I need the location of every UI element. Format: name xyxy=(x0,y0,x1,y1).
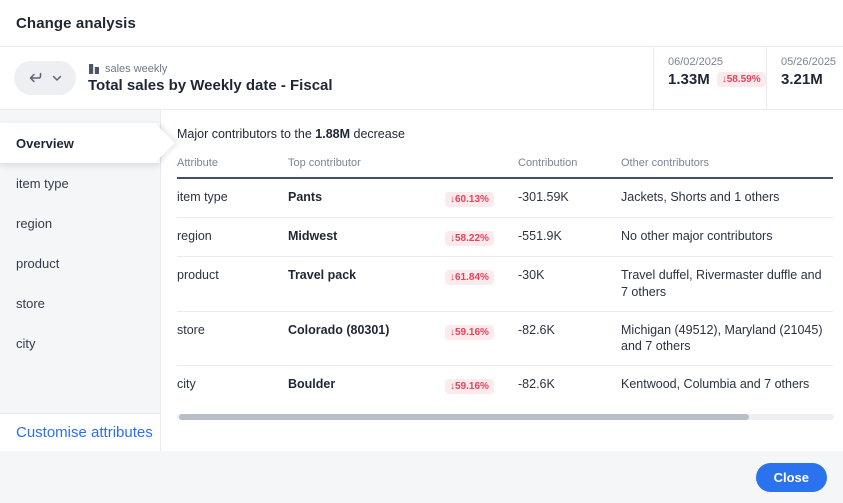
sidebar-item-city[interactable]: city xyxy=(0,323,160,363)
sidebar-nav: Overview item type region product store city xyxy=(0,110,175,413)
undo-arrow-icon[interactable] xyxy=(28,71,43,85)
metric-current-period: 06/02/2025 1.33M ↓58.59% xyxy=(653,47,766,109)
change-badge: ↓59.16% xyxy=(445,379,494,395)
col-other-contributors: Other contributors xyxy=(621,157,710,169)
summary-suffix: decrease xyxy=(350,127,405,141)
cell-change: ↓59.16% xyxy=(445,322,518,340)
sidebar-item-label: region xyxy=(16,215,53,231)
sidebar-item-overview[interactable]: Overview xyxy=(0,123,175,163)
table-row: city Boulder ↓59.16% -82.6K Kentwood, Columb… xyxy=(177,366,833,404)
cell-other-contributors: No other major contributors xyxy=(621,228,773,243)
close-button[interactable]: Close xyxy=(755,462,827,492)
cell-top-contributor: Midwest xyxy=(288,228,338,243)
summary-prefix: Major contributors to the xyxy=(177,127,316,141)
cell-contribution: -551.9K xyxy=(518,228,562,243)
summary-line: Major contributors to the 1.88M decrease xyxy=(177,127,833,141)
sidebar-footer: Customise attributes xyxy=(0,413,160,451)
sidebar-item-label: store xyxy=(16,295,45,311)
cell-top-contributor: Colorado (80301) xyxy=(288,322,390,337)
table-header: Attribute Top contributor Contribution O… xyxy=(177,157,833,179)
change-badge: ↓61.84% xyxy=(445,269,494,285)
table-row: region Midwest ↓58.22% -551.9K No other majo… xyxy=(177,218,833,257)
cell-top-contributor: Boulder xyxy=(288,377,336,392)
header-bar: sales weekly Total sales by Weekly date … xyxy=(0,47,843,110)
cell-other-contributors: Travel duffel, Rivermaster duffle and 7 … xyxy=(621,267,822,299)
col-top-contributor: Top contributor xyxy=(288,157,361,169)
source-label: sales weekly xyxy=(105,62,168,75)
cell-contribution: -82.6K xyxy=(518,322,555,337)
change-badge: ↓58.22% xyxy=(445,230,494,246)
bar-chart-icon xyxy=(88,63,100,75)
horizontal-scrollbar-thumb[interactable] xyxy=(179,414,749,421)
metric-value: 3.21M xyxy=(781,71,823,88)
cell-contribution: -82.6K xyxy=(518,377,555,392)
chevron-down-icon[interactable] xyxy=(52,75,62,82)
dialog-body: Overview item type region product store city … xyxy=(0,110,843,451)
sidebar-item-store[interactable]: store xyxy=(0,283,160,323)
dialog-footer: Close xyxy=(0,451,843,503)
cell-contribution: -301.59K xyxy=(518,190,569,204)
cell-attribute: item type xyxy=(177,190,228,204)
page-title: Change analysis xyxy=(16,14,136,32)
summary-value: 1.88M xyxy=(315,127,351,141)
sidebar-item-product[interactable]: product xyxy=(0,243,160,283)
cell-change: ↓60.13% xyxy=(445,189,518,207)
viz-title: Total sales by Weekly date - Fiscal xyxy=(88,76,333,94)
cell-top-contributor: Travel pack xyxy=(288,267,357,282)
sidebar-item-item-type[interactable]: item type xyxy=(0,163,160,203)
contributors-table-body: item type Pants ↓60.13% -301.59K Jackets, Sh… xyxy=(177,179,833,404)
back-navigation-button[interactable] xyxy=(14,61,76,95)
col-attribute: Attribute xyxy=(177,157,218,169)
table-row: item type Pants ↓60.13% -301.59K Jackets, Sh… xyxy=(177,179,833,218)
sidebar-item-region[interactable]: region xyxy=(0,203,160,243)
cell-top-contributor: Pants xyxy=(288,190,323,204)
cell-other-contributors: Kentwood, Columbia and 7 others xyxy=(621,377,810,392)
cell-change: ↓58.22% xyxy=(445,228,518,246)
cell-contribution: -30K xyxy=(518,267,545,282)
change-badge: ↓58.59% xyxy=(716,72,766,87)
cell-other-contributors: Michigan (49512), Maryland (21045) and 7… xyxy=(621,322,823,354)
table-row: product Travel pack ↓61.84% -30K Travel duff… xyxy=(177,257,833,312)
col-change xyxy=(445,157,518,169)
title-bar: Change analysis xyxy=(0,0,843,47)
sidebar: Overview item type region product store city … xyxy=(0,110,175,451)
cell-attribute: store xyxy=(177,322,205,337)
overview-panel: Major contributors to the 1.88M decrease… xyxy=(161,110,843,451)
sidebar-item-label: product xyxy=(16,255,60,271)
col-contribution: Contribution xyxy=(518,157,578,169)
change-badge: ↓60.13% xyxy=(445,192,494,207)
cell-change: ↓59.16% xyxy=(445,376,518,395)
metric-date: 05/26/2025 xyxy=(781,56,837,68)
cell-attribute: product xyxy=(177,267,219,282)
table-row: store Colorado (80301) ↓59.16% -82.6K Michig… xyxy=(177,312,833,367)
cell-change: ↓61.84% xyxy=(445,267,518,285)
metric-previous-period: 05/26/2025 3.21M xyxy=(766,47,843,109)
change-badge: ↓59.16% xyxy=(445,324,494,340)
horizontal-scrollbar-track[interactable] xyxy=(177,414,834,421)
cell-attribute: region xyxy=(177,228,212,243)
cell-other-contributors: Jackets, Shorts and 1 others xyxy=(621,190,780,204)
cell-attribute: city xyxy=(177,377,196,392)
sidebar-item-label: item type xyxy=(16,175,69,191)
metric-date: 06/02/2025 xyxy=(668,56,724,68)
customise-attributes-link[interactable]: Customise attributes xyxy=(16,424,153,441)
viz-info: sales weekly Total sales by Weekly date … xyxy=(76,47,653,109)
metric-value: 1.33M xyxy=(668,71,710,88)
sidebar-item-label: city xyxy=(16,335,36,351)
sidebar-item-label: Overview xyxy=(16,135,74,151)
